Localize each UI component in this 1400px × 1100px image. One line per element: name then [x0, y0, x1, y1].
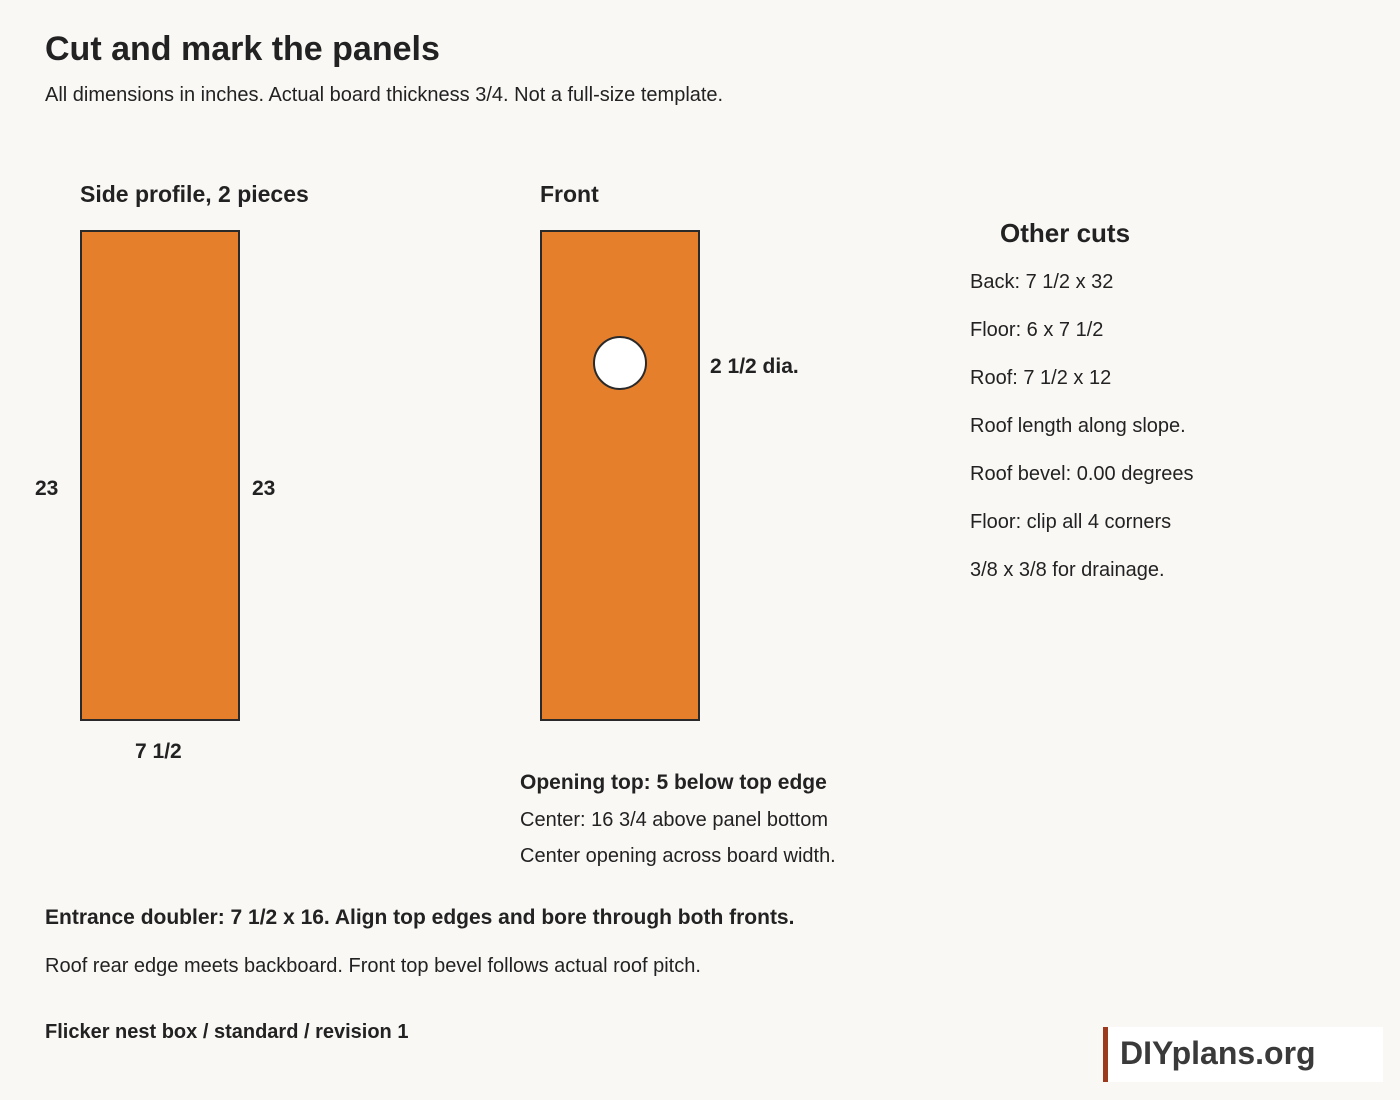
footer-caption: Flicker nest box / standard / revision 1: [45, 1021, 409, 1043]
page-subtitle: All dimensions in inches. Actual board t…: [45, 84, 724, 106]
page-title: Cut and mark the panels: [45, 30, 440, 68]
other-cuts-item: Roof: 7 1/2 x 12: [970, 367, 1112, 389]
other-cuts-item: Floor: 6 x 7 1/2: [970, 319, 1104, 341]
brand-logo-text: DIYplans.org: [1120, 1035, 1316, 1071]
front-panel: [540, 230, 700, 721]
side-profile-heading: Side profile, 2 pieces: [80, 181, 309, 207]
brand-logo: DIYplans.org: [1103, 1027, 1383, 1082]
other-cuts-item: Floor: clip all 4 corners: [970, 511, 1172, 533]
hole-diameter-label: 2 1/2 dia.: [710, 355, 799, 378]
entrance-doubler-note: Entrance doubler: 7 1/2 x 16. Align top …: [45, 906, 795, 929]
other-cuts-item: Roof length along slope.: [970, 415, 1186, 437]
side-profile-left-height: 23: [35, 477, 59, 500]
side-profile-width: 7 1/2: [135, 740, 182, 763]
front-heading: Front: [540, 181, 599, 207]
other-cuts-item: Roof bevel: 0.00 degrees: [970, 463, 1194, 485]
roof-edge-note: Roof rear edge meets backboard. Front to…: [45, 955, 701, 977]
entrance-hole: [593, 336, 647, 390]
other-cuts-item: 3/8 x 3/8 for drainage.: [970, 559, 1165, 581]
side-profile-panel: [80, 230, 240, 721]
center-width-note: Center opening across board width.: [520, 845, 836, 867]
center-height-note: Center: 16 3/4 above panel bottom: [520, 809, 828, 831]
other-cuts-heading: Other cuts: [1000, 218, 1131, 248]
other-cuts-item: Back: 7 1/2 x 32: [970, 271, 1114, 293]
side-profile-right-height: 23: [252, 477, 276, 500]
opening-top-note: Opening top: 5 below top edge: [520, 771, 827, 794]
